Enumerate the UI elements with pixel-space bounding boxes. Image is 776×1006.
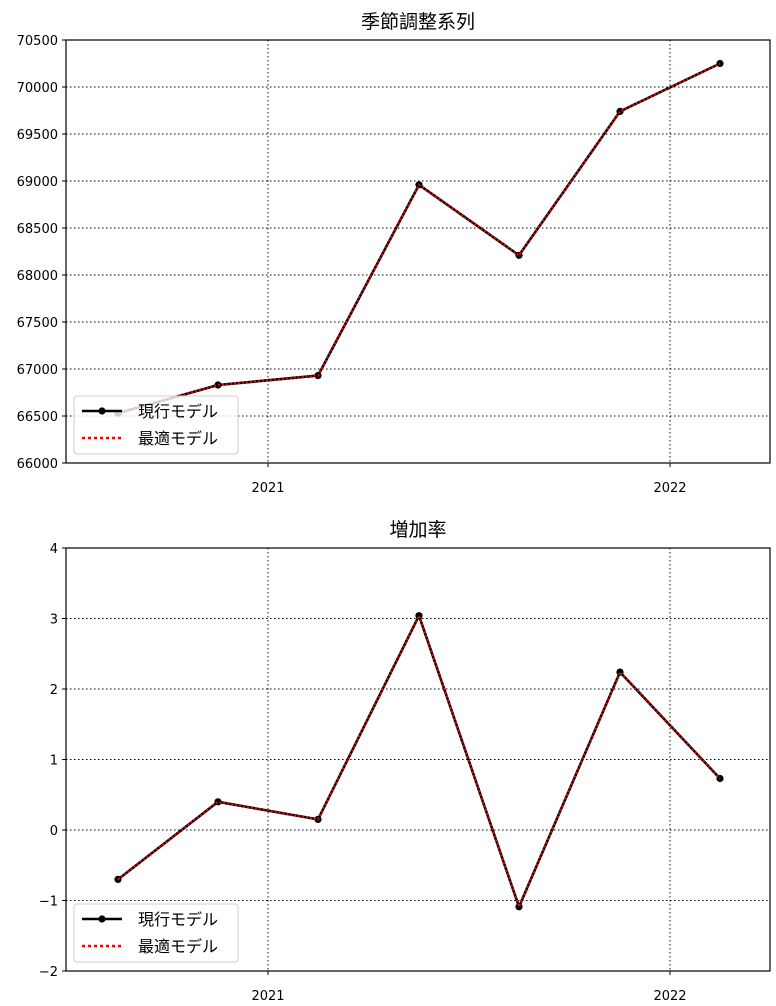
legend-label: 最適モデル	[138, 429, 218, 448]
x-tick-label: 2021	[251, 481, 284, 496]
y-tick-label: 68500	[17, 222, 58, 237]
y-tick-label: 66500	[17, 410, 58, 425]
y-tick-label: 0	[50, 824, 58, 839]
y-tick-label: 67000	[17, 363, 58, 378]
y-tick-label: 68000	[17, 269, 58, 284]
y-tick-label: 66000	[17, 457, 58, 472]
y-tick-label: 67500	[17, 316, 58, 331]
data-point	[616, 107, 624, 115]
series-line-optimal	[117, 613, 721, 910]
y-tick-label: −2	[39, 965, 58, 980]
legend-marker	[98, 407, 106, 415]
y-tick-label: 3	[50, 613, 58, 628]
y-tick-label: 4	[50, 542, 58, 557]
data-point	[515, 251, 523, 259]
y-tick-label: 70500	[17, 34, 58, 49]
data-point	[515, 903, 523, 911]
legend-label: 最適モデル	[138, 937, 218, 956]
legend-marker	[98, 915, 106, 923]
y-tick-label: 69000	[17, 175, 58, 190]
chart-title: 増加率	[389, 519, 446, 541]
data-point	[616, 668, 624, 676]
series-line-optimal	[117, 62, 721, 415]
chart-title: 季節調整系列	[361, 11, 475, 33]
data-point	[214, 381, 222, 389]
axes-frame	[65, 39, 771, 464]
series-line-current	[117, 62, 721, 415]
x-tick-label: 2022	[653, 989, 686, 1004]
chart-1: 66000 66500 67000 67500 68000 68500 69000 69500…	[17, 11, 771, 496]
y-tick-label: 1	[50, 754, 58, 769]
x-tick-label: 2021	[251, 989, 284, 1004]
series-line-current	[117, 614, 721, 909]
y-tick-label: −1	[39, 895, 58, 910]
x-tick-label: 2022	[653, 481, 686, 496]
y-tick-label: 70000	[17, 81, 58, 96]
y-tick-label: 2	[50, 683, 58, 698]
legend-label: 現行モデル	[138, 910, 218, 929]
y-tick-label: 69500	[17, 128, 58, 143]
legend-label: 現行モデル	[138, 402, 218, 421]
axes-frame	[65, 547, 771, 972]
